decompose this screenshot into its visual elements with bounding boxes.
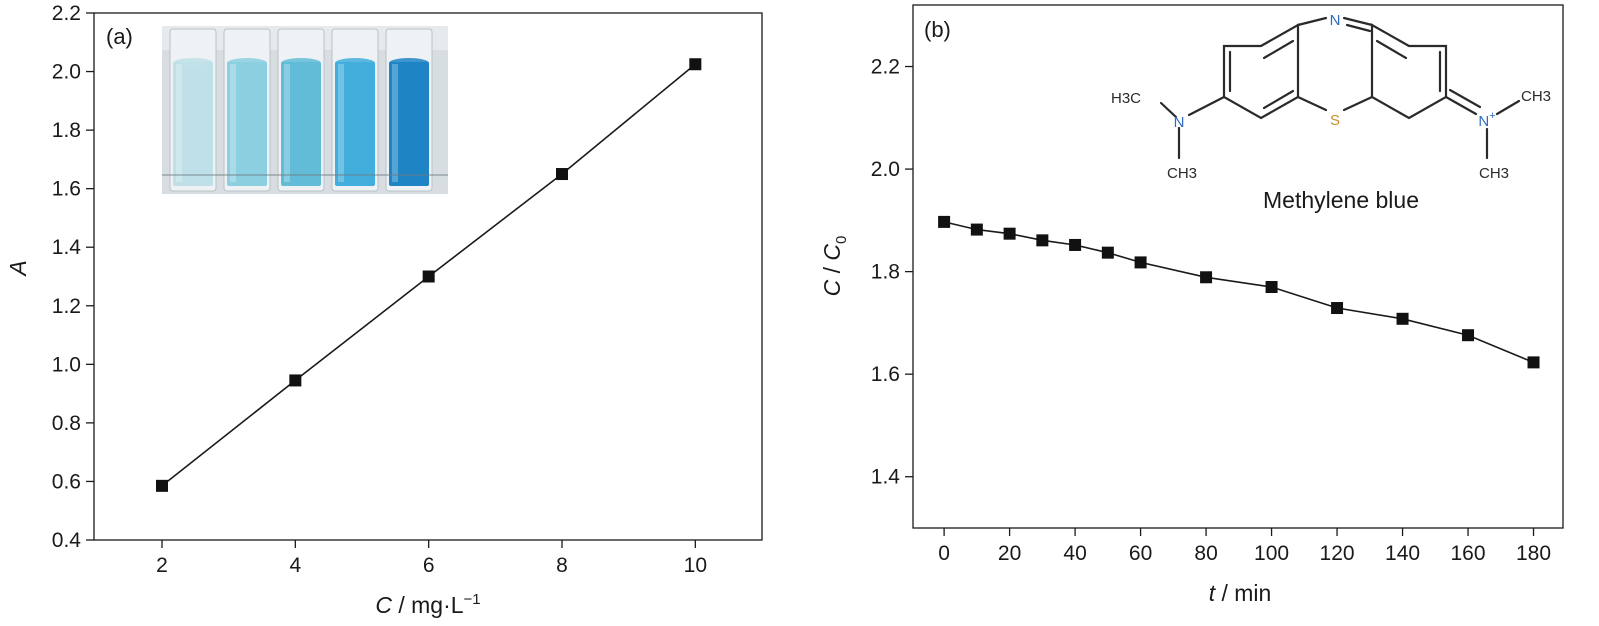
plot-frame-a <box>93 12 763 541</box>
methylene-blue-structure-inset: N S N N+ H3C CH3 CH3 CH3 Methylene blue <box>1111 12 1551 213</box>
data-point-b <box>1101 246 1114 259</box>
x-tick-label-a: 4 <box>289 554 301 577</box>
y-tick-label-a: 2.2 <box>52 2 81 25</box>
methyl-left-top: H3C <box>1111 90 1141 107</box>
series-b <box>938 215 1540 369</box>
ring-nitrogen-atom: N <box>1330 12 1341 29</box>
methyl-right-bottom: CH3 <box>1479 165 1509 182</box>
x-tick-label-b: 80 <box>1194 542 1217 565</box>
cuvette-solution <box>335 62 375 186</box>
ring-sulfur-atom: S <box>1330 112 1340 129</box>
data-point-a <box>556 168 568 181</box>
cuvette-meniscus <box>173 58 213 68</box>
axes-a: 2 4 6 8 10 0.4 0.6 0.8 1.0 1.2 1.4 1.6 1.8 2.0 2.2 <box>52 2 707 577</box>
data-point-b <box>1200 271 1213 284</box>
series-a <box>156 58 702 492</box>
data-point-b <box>1036 234 1049 247</box>
data-point-a <box>289 374 302 387</box>
y-axis-title-a: A <box>5 260 31 277</box>
y-tick-label-a: 0.8 <box>52 412 81 435</box>
x-tick-label-b: 160 <box>1451 542 1486 565</box>
y-tick-label-a: 1.6 <box>52 178 81 201</box>
y-tick-label-b: 2.0 <box>871 158 900 181</box>
cuvette-highlight <box>392 64 398 182</box>
y-tick-label-b: 1.6 <box>871 363 900 386</box>
panel-label-b: (b) <box>924 17 951 42</box>
y-tick-label-a: 1.8 <box>52 119 81 142</box>
x-tick-label-b: 20 <box>998 542 1021 565</box>
x-tick-label-a: 10 <box>684 554 707 577</box>
y-tick-label-a: 1.4 <box>52 236 82 259</box>
data-point-b <box>1003 227 1016 240</box>
cuvette-meniscus <box>227 58 267 68</box>
cuvette-meniscus <box>335 58 375 68</box>
x-tick-label-b: 40 <box>1063 542 1086 565</box>
plot-frame-b <box>912 4 1564 529</box>
y-tick-label-a: 0.6 <box>52 470 81 493</box>
y-tick-label-b: 1.4 <box>871 466 901 489</box>
cuvette-meniscus <box>281 58 321 68</box>
data-point-b <box>1134 256 1147 269</box>
y-axis-title-b: C / C0 <box>819 236 850 297</box>
molecule-name: Methylene blue <box>1263 187 1419 213</box>
chart-panel-b: 0 20 40 60 80 100 120 140 160 1801.41.61.82.02.2 … <box>819 4 1564 606</box>
y-tick-label-a: 1.2 <box>52 295 81 318</box>
cuvette-highlight <box>230 64 236 182</box>
data-point-a <box>689 58 702 71</box>
y-tick-label-b: 2.2 <box>871 56 900 79</box>
data-point-b <box>1069 238 1082 251</box>
axes-b: 0 20 40 60 80 100 120 140 160 180 1.4 1.6 1.8 2.0 2.2 <box>871 56 1551 565</box>
x-tick-label-b: 100 <box>1254 542 1289 565</box>
cuvette-highlight <box>284 64 290 182</box>
cuvette-photo-inset <box>162 26 448 194</box>
data-point-b <box>1396 312 1409 325</box>
methyl-left-bottom: CH3 <box>1167 165 1197 182</box>
panel-label-a: (a) <box>106 24 133 49</box>
x-tick-label-b: 140 <box>1385 542 1420 565</box>
cuvette-meniscus <box>389 58 429 68</box>
x-tick-label-a: 2 <box>156 554 168 577</box>
data-point-b <box>1265 281 1278 294</box>
y-tick-label-a: 0.4 <box>52 529 82 552</box>
data-point-a <box>156 479 168 492</box>
data-point-b <box>1527 356 1540 369</box>
y-tick-label-a: 1.0 <box>52 353 81 376</box>
x-tick-label-b: 120 <box>1320 542 1355 565</box>
y-tick-label-a: 2.0 <box>52 61 81 84</box>
cuvette-highlight <box>176 64 182 182</box>
cuvette-solution <box>227 62 267 186</box>
cuvette-solution <box>173 62 213 186</box>
methyl-right-top: CH3 <box>1521 88 1551 105</box>
x-tick-label-a: 8 <box>556 554 568 577</box>
cuvette-solution <box>389 62 429 186</box>
x-tick-label-b: 180 <box>1516 542 1551 565</box>
chart-panel-a: 2 4 6 8 10 0.4 0.6 0.8 1.0 1.2 1.4 1.6 1.8 2.0 2.2 (a)… <box>5 2 763 618</box>
series-line-b <box>943 221 1534 364</box>
cuvette-solution <box>281 62 321 186</box>
data-point-b <box>938 215 951 228</box>
left-amine-nitrogen: N <box>1174 114 1185 131</box>
y-tick-label-b: 1.8 <box>871 261 900 284</box>
x-axis-title-b: t / min <box>1209 580 1272 606</box>
x-tick-label-b: 60 <box>1129 542 1152 565</box>
molecule-bonds <box>1159 16 1521 160</box>
x-axis-title-a: C / mg·L−1 <box>375 591 480 618</box>
data-point-b <box>1331 302 1344 315</box>
data-point-b <box>1462 329 1475 342</box>
data-point-b <box>970 223 983 236</box>
cuvette-highlight <box>338 64 344 182</box>
right-iminium-nitrogen: N+ <box>1478 110 1495 130</box>
x-tick-label-b: 0 <box>938 542 950 565</box>
x-tick-label-a: 6 <box>423 554 435 577</box>
data-point-a <box>422 270 435 283</box>
